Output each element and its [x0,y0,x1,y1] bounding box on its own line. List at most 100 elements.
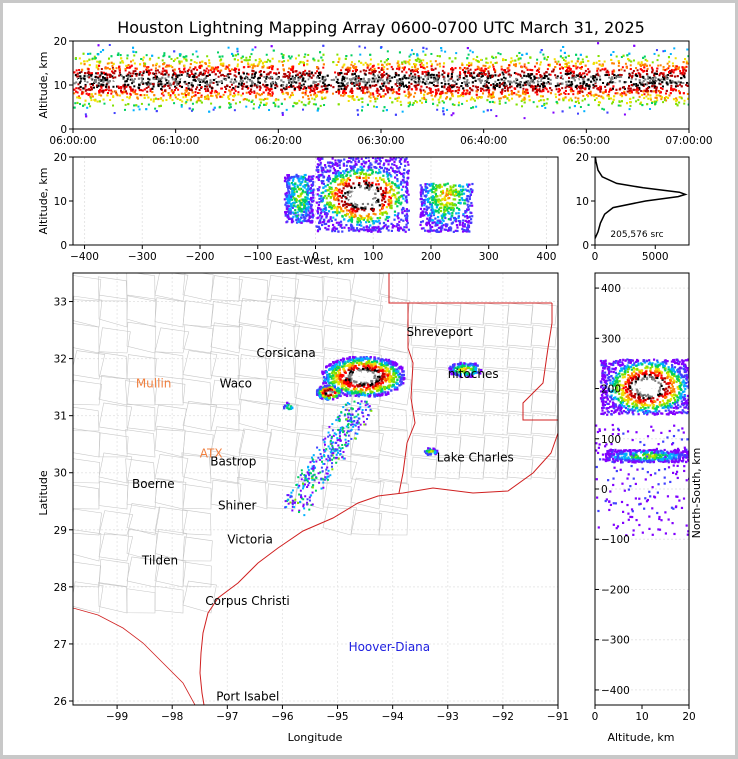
time-altitude-source [523,71,526,74]
time-altitude-source [401,70,404,73]
time-altitude-source [198,73,201,76]
time-altitude-source [234,90,237,93]
time-altitude-source [669,92,672,95]
time-altitude-source [183,64,186,67]
time-altitude-source [85,92,88,95]
time-altitude-source [385,72,388,75]
time-altitude-source [265,86,268,89]
time-altitude-source [138,89,141,92]
time-altitude-source [565,85,568,88]
time-altitude-source [534,87,537,90]
time-altitude-source [555,100,558,103]
time-altitude-source [432,68,435,71]
time-altitude-source [642,56,645,59]
time-altitude-source [493,67,496,70]
time-altitude-source [237,91,240,94]
time-altitude-source [506,88,509,91]
time-altitude-source [310,71,313,74]
time-altitude-source [510,74,513,77]
time-altitude-source [508,99,511,102]
time-altitude-source [184,82,187,85]
time-altitude-source [74,57,77,60]
time-altitude-source [381,73,384,76]
time-altitude-source [485,83,488,86]
time-altitude-source [260,74,263,77]
time-altitude-source [685,65,688,68]
time-altitude-source [89,83,92,86]
time-altitude-source [343,87,346,90]
time-altitude-source [491,93,494,96]
time-altitude-source [362,77,365,80]
time-altitude-source [473,99,476,102]
time-altitude-source [675,65,678,68]
time-altitude-source [326,84,329,87]
time-altitude-source [420,91,423,94]
time-altitude-source [422,50,425,53]
time-altitude-source [429,87,432,90]
time-altitude-source [618,75,621,78]
time-altitude-source [316,79,319,82]
time-altitude-source [361,80,364,83]
time-altitude-source [208,84,211,87]
time-altitude-source [98,91,101,94]
time-altitude-source [450,114,453,117]
time-altitude-source [472,106,475,109]
time-altitude-source [577,112,580,115]
time-altitude-source [132,91,135,94]
time-altitude-source [186,89,189,92]
time-altitude-source [466,78,469,81]
time-altitude-source [82,52,85,55]
time-altitude-source [579,105,582,108]
time-altitude-source [672,89,675,92]
time-altitude-source [75,90,78,93]
time-altitude-source [215,78,218,81]
time-altitude-source [452,112,455,115]
time-altitude-source [252,81,255,84]
time-altitude-source [112,68,115,71]
time-altitude-source [523,101,526,104]
time-altitude-source [379,76,382,79]
time-altitude-source [145,54,148,57]
time-altitude-source [254,94,257,97]
time-altitude-source [601,107,604,110]
time-altitude-source [207,98,210,101]
time-altitude-source [661,81,664,84]
time-altitude-source [106,94,109,97]
time-altitude-source [413,80,416,83]
time-altitude-source [646,59,649,62]
time-altitude-source [292,81,295,84]
time-altitude-source [335,81,338,84]
time-altitude-source [458,95,461,98]
time-altitude-source [371,71,374,74]
time-altitude-source [436,104,439,107]
time-altitude-source [247,59,250,62]
time-altitude-source [542,84,545,87]
time-altitude-source [488,89,491,92]
time-altitude-source [494,62,497,65]
time-altitude-source [484,67,487,70]
time-altitude-source [236,63,239,66]
time-altitude-source [478,77,481,80]
time-altitude-source [184,70,187,73]
time-altitude-source [73,106,76,109]
time-altitude-source [409,93,412,96]
time-altitude-source [451,60,454,63]
time-altitude-source [666,62,669,65]
time-altitude-source [87,70,90,73]
time-altitude-source [211,71,214,74]
time-altitude-source [387,87,390,90]
time-altitude-source [254,46,257,49]
time-altitude-source [540,75,543,78]
time-altitude-source [223,75,226,78]
time-altitude-source [453,103,456,106]
time-altitude-source [525,80,528,83]
time-altitude-source [185,59,188,62]
time-altitude-source [653,52,656,55]
time-altitude-source [194,94,197,97]
time-altitude-source [568,76,571,79]
time-altitude-source [482,89,485,92]
time-altitude-source [92,86,95,89]
time-altitude-source [504,70,507,73]
time-altitude-source [245,105,248,108]
time-altitude-source [582,76,585,79]
